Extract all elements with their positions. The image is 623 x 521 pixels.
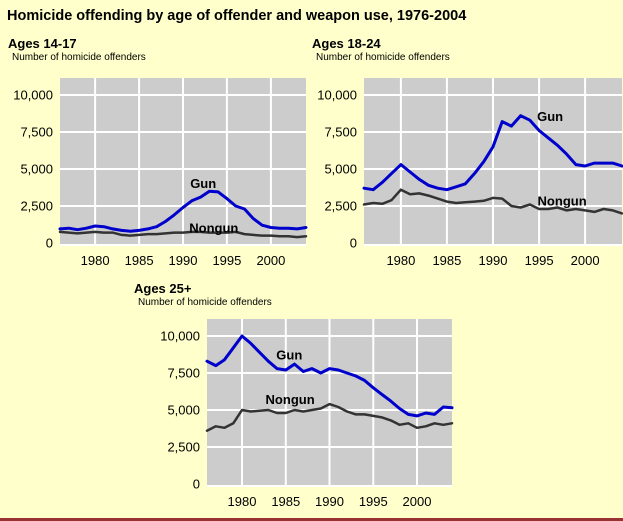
gun-line (58, 189, 308, 233)
y-tick-label: 10,000 (13, 88, 53, 103)
x-tick-label: 1980 (81, 253, 110, 268)
y-tick-label: 10,000 (160, 329, 200, 344)
nongun-line (205, 402, 454, 432)
x-tick-label: 1985 (271, 494, 300, 509)
page-title: Homicide offending by age of offender an… (7, 8, 467, 24)
gun-line (205, 334, 454, 418)
x-tick-label: 1990 (169, 253, 198, 268)
line-chart-ages-18-24: 0 2,500 5,000 7,500 10,000 1980 1985 1990 1995 20… (317, 78, 623, 268)
x-tick-label: 1995 (212, 253, 241, 268)
chart-title: Ages 18-24 (312, 36, 381, 51)
nongun-series-label: Nongun (189, 221, 238, 236)
nongun-series-label: Nongun (266, 392, 315, 407)
chart-ages-25-plus: Ages 25+ Number of homicide offenders 0 2… (134, 281, 464, 519)
x-tick-label: 2000 (256, 253, 285, 268)
y-tick-label: 10,000 (317, 88, 357, 103)
chart-title: Ages 25+ (134, 281, 192, 296)
y-tick-label: 7,500 (167, 366, 200, 381)
gun-series-label: Gun (537, 109, 563, 124)
nongun-line (362, 188, 623, 215)
chart-subtitle: Number of homicide offenders (12, 52, 146, 63)
chart-ages-14-17: Ages 14-17 Number of homicide offenders … (8, 36, 314, 276)
chart-title: Ages 14-17 (8, 36, 77, 51)
y-tick-label: 0 (193, 477, 200, 492)
nongun-line (58, 230, 308, 239)
chart-subtitle: Number of homicide offenders (138, 297, 272, 308)
nongun-series-label: Nongun (538, 193, 587, 208)
chart-ages-18-24: Ages 18-24 Number of homicide offenders … (312, 36, 623, 276)
gun-series-label: Gun (276, 348, 302, 363)
x-tick-label: 2000 (403, 494, 432, 509)
gun-line (362, 114, 623, 192)
x-tick-label: 1980 (386, 253, 415, 268)
x-tick-label: 1980 (228, 494, 257, 509)
y-tick-label: 5,000 (167, 403, 200, 418)
y-tick-label: 5,000 (20, 162, 53, 177)
y-tick-label: 7,500 (324, 125, 357, 140)
bottom-rule (0, 518, 623, 521)
x-tick-label: 1995 (359, 494, 388, 509)
gun-series-label: Gun (190, 176, 216, 191)
x-tick-label: 1995 (525, 253, 554, 268)
chart-subtitle: Number of homicide offenders (316, 52, 450, 63)
y-tick-label: 7,500 (20, 125, 53, 140)
x-tick-label: 1990 (315, 494, 344, 509)
y-tick-label: 2,500 (324, 199, 357, 214)
y-tick-label: 0 (46, 236, 53, 251)
y-tick-label: 5,000 (324, 162, 357, 177)
y-tick-label: 0 (350, 236, 357, 251)
line-chart-ages-14-17: 0 2,500 5,000 7,500 10,000 1980 1985 1990 1995 20… (13, 78, 308, 268)
x-tick-label: 1985 (125, 253, 154, 268)
line-chart-ages-25-plus: 0 2,500 5,000 7,500 10,000 1980 1985 1990 1995 20… (160, 319, 454, 509)
y-tick-label: 2,500 (167, 440, 200, 455)
x-tick-label: 1990 (479, 253, 508, 268)
x-tick-label: 1985 (432, 253, 461, 268)
x-tick-label: 2000 (571, 253, 600, 268)
y-tick-label: 2,500 (20, 199, 53, 214)
